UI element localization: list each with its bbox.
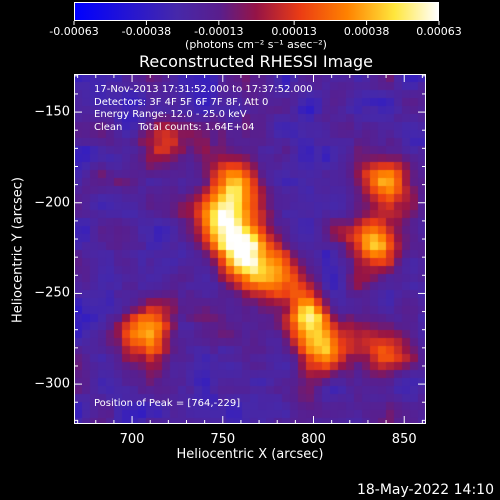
y-tick-label: −300: [34, 376, 70, 392]
x-tick-label: 750: [210, 432, 236, 447]
colorbar-tick-label: -0.00038: [121, 25, 172, 38]
colorbar-units: (photons cm⁻² s⁻¹ asec⁻²): [185, 38, 327, 51]
time-range-annotation: 17-Nov-2013 17:31:52.000 to 17:37:52.000: [94, 84, 313, 95]
heatmap-image: [74, 74, 426, 424]
colorbar: [74, 2, 439, 21]
chart-title: Reconstructed RHESSI Image: [139, 52, 373, 71]
y-tick-label: −250: [34, 285, 70, 301]
colorbar-tick-label: -0.00013: [194, 25, 244, 38]
y-tick-label: −200: [34, 195, 70, 211]
x-tick-label: 800: [301, 432, 326, 447]
energy-range-annotation: Energy Range: 12.0 - 25.0 keV: [94, 109, 247, 120]
y-axis-label: Heliocentric Y (arcsec): [10, 177, 26, 323]
x-tick-label: 850: [391, 432, 417, 447]
colorbar-tick-label: 0.00038: [343, 25, 390, 38]
plot-area: [74, 74, 426, 424]
colorbar-tick-label: -0.00063: [49, 25, 99, 38]
colorbar-ticks: [73, 21, 440, 25]
colorbar-tick-label: 0.00063: [416, 25, 462, 38]
detectors-annotation: Detectors: 3F 4F 5F 6F 7F 8F, Att 0: [94, 96, 269, 108]
peak-position-annotation: Position of Peak = [764,-229]: [94, 398, 241, 409]
plot-border: [74, 74, 426, 424]
timestamp: 18-May-2022 14:10: [356, 482, 494, 498]
clean-counts-annotation: Clean Total counts: 1.64E+04: [94, 121, 255, 133]
x-tick-label: 700: [119, 432, 145, 447]
y-tick-label: −150: [34, 104, 70, 120]
x-axis-label: Heliocentric X (arcsec): [176, 447, 324, 462]
image-info-annotations: 17-Nov-2013 17:31:52.000 to 17:37:52.000…: [94, 84, 313, 134]
colorbar-tick-label: 0.00013: [271, 25, 317, 38]
